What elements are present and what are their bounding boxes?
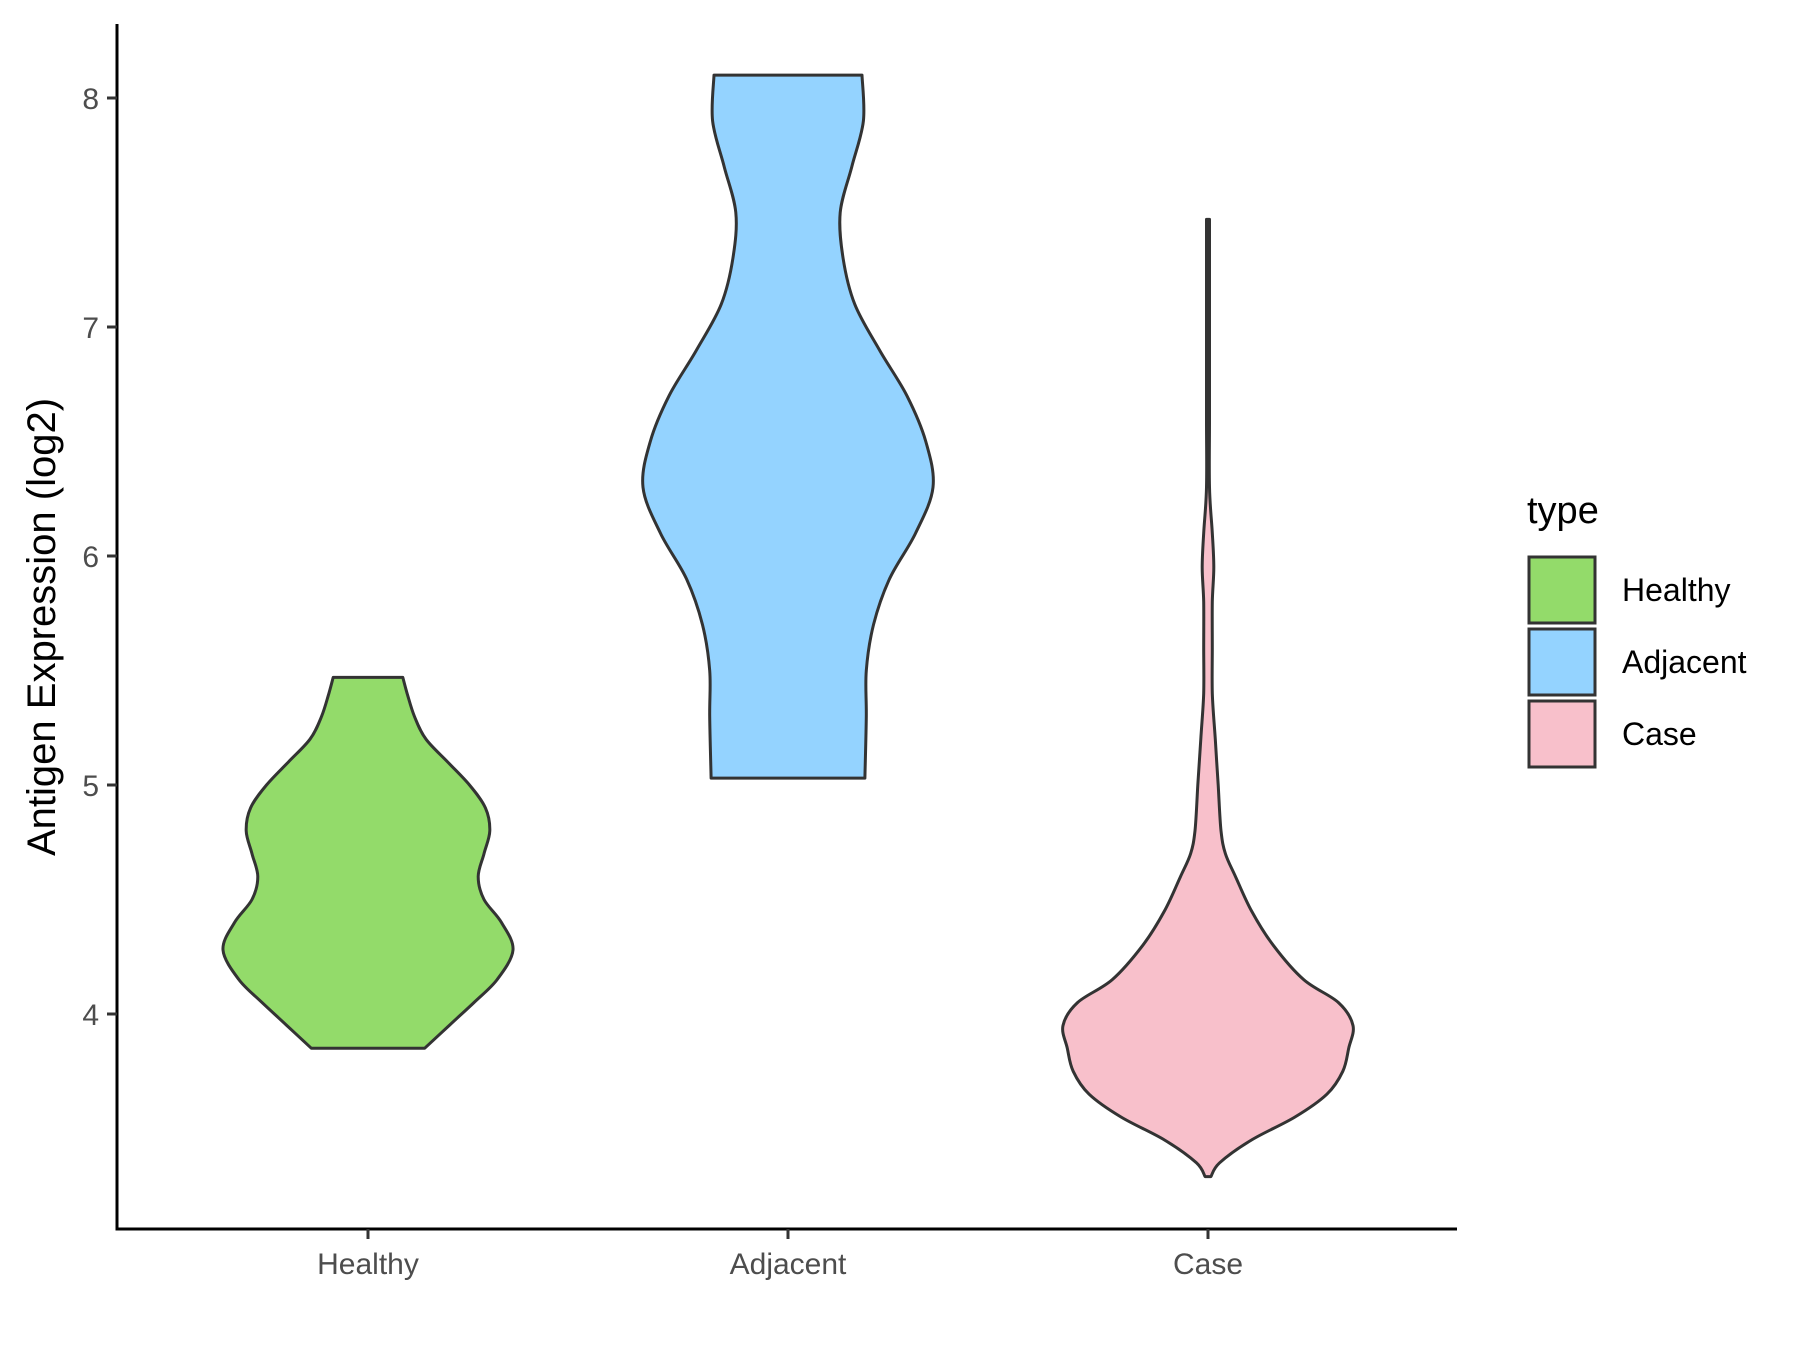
x-tick-label: Healthy	[317, 1248, 419, 1281]
y-ticks: 4 5 6 7 8	[82, 83, 117, 1032]
y-tick-label: 6	[82, 541, 99, 574]
y-axis-title: Antigen Expression (log2)	[20, 398, 64, 856]
violin-healthy	[221, 675, 515, 1050]
legend-title: type	[1527, 490, 1599, 532]
legend-key-case	[1527, 699, 1597, 769]
violin-case	[1061, 217, 1355, 1179]
legend-label-case: Case	[1622, 716, 1697, 752]
x-ticks: Healthy Adjacent Case	[317, 1229, 1243, 1281]
legend-label-adjacent: Adjacent	[1622, 644, 1747, 680]
axes-layer	[115, 24, 1457, 1231]
legend-label-healthy: Healthy	[1622, 572, 1731, 608]
violin-adjacent	[641, 73, 935, 780]
violins-layer	[221, 73, 1355, 1179]
x-tick-label: Adjacent	[730, 1248, 847, 1281]
x-tick-label: Case	[1173, 1248, 1243, 1281]
legend-items: Healthy Adjacent Case	[1527, 555, 1747, 769]
legend-key-healthy	[1527, 555, 1597, 625]
y-tick-label: 8	[82, 83, 99, 116]
y-tick-label: 4	[82, 999, 99, 1032]
y-tick-label: 7	[82, 312, 99, 345]
legend-key-adjacent	[1527, 627, 1597, 697]
legend: type Healthy Adjacent Case	[1527, 490, 1747, 769]
y-tick-label: 5	[82, 770, 99, 803]
